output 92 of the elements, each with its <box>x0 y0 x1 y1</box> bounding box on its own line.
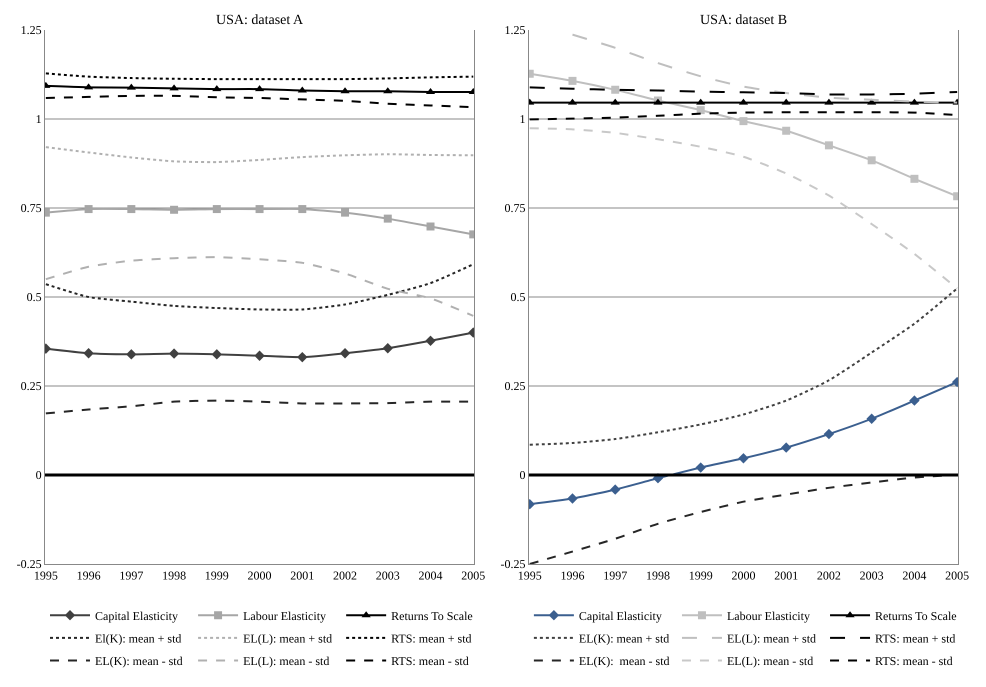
line-series <box>571 34 958 104</box>
legend-label: Capital Elasticity <box>578 608 662 623</box>
x-tick-label: 2002 <box>333 568 358 582</box>
point <box>824 141 833 150</box>
x-tick-label: 2005 <box>945 568 970 582</box>
point <box>610 484 620 495</box>
point <box>696 462 706 473</box>
legend-label: RTS: mean + std <box>875 632 956 646</box>
x-tick-label: 2000 <box>248 568 272 582</box>
point <box>126 349 137 360</box>
x-tick-label: 2000 <box>731 568 756 582</box>
point <box>341 208 350 217</box>
point <box>170 206 178 214</box>
x-tick-label: 2001 <box>774 568 798 582</box>
point <box>382 343 393 354</box>
x-tick-label: 2003 <box>860 568 884 582</box>
legend-label: EL(K): mean - std <box>95 654 183 668</box>
legend-label: Labour Elasticity <box>243 608 326 623</box>
y-tick-label: 0.25 <box>20 379 42 394</box>
legend-label: EL(K): mean - std <box>578 654 670 668</box>
y-tick-label: 0 <box>519 468 526 482</box>
x-tick-label: 1998 <box>162 568 186 582</box>
x-tick-label: 1998 <box>646 568 670 582</box>
y-tick-label: 0.75 <box>20 201 42 216</box>
y-tick-label: 1.25 <box>504 23 526 38</box>
line-series <box>45 263 474 311</box>
x-tick-label: 1999 <box>688 568 713 582</box>
point <box>425 336 436 346</box>
point <box>212 349 222 360</box>
point <box>84 205 93 214</box>
point <box>83 348 94 358</box>
legend-label: EL(L): mean - std <box>726 654 814 668</box>
point <box>256 205 264 214</box>
legend-label: Capital Elasticity <box>95 608 178 623</box>
point <box>696 106 705 114</box>
chart-title: USA: dataset B <box>700 13 788 28</box>
x-tick-label: 2003 <box>376 568 400 582</box>
legend-label: EL(L): mean + std <box>726 632 816 646</box>
point <box>212 205 221 214</box>
point <box>739 117 748 126</box>
point <box>254 350 265 361</box>
point <box>384 214 392 223</box>
point <box>127 205 136 214</box>
legend-label: EL(L): mean - std <box>243 654 330 668</box>
y-tick-label: 0.5 <box>510 290 526 304</box>
point <box>168 348 180 359</box>
line-series <box>45 146 474 164</box>
y-tick-label: 1 <box>519 112 526 126</box>
legend-label: EL(L): mean + std <box>243 632 332 646</box>
point <box>340 348 350 358</box>
y-tick-label: 0.5 <box>26 290 42 304</box>
x-tick-label: 1997 <box>603 568 628 582</box>
legend-label: RTS: mean - std <box>875 654 953 668</box>
chart-title: USA: dataset A <box>216 13 304 28</box>
legend-label: EL(K): mean + std <box>578 632 670 646</box>
legend-label: Returns To Scale <box>875 608 957 623</box>
line-series <box>45 256 474 317</box>
legend-label: El(K): mean + std <box>95 632 182 646</box>
point <box>782 126 790 135</box>
x-tick-label: 1997 <box>119 568 144 582</box>
point <box>611 86 620 94</box>
point <box>297 352 308 362</box>
point <box>780 442 792 453</box>
x-tick-label: 1996 <box>76 568 101 582</box>
y-tick-label: 0.25 <box>504 379 526 394</box>
point <box>298 205 306 214</box>
x-tick-label: 2004 <box>418 568 443 582</box>
legend-label: Returns To Scale <box>391 608 473 623</box>
y-tick-label: 0.75 <box>504 201 526 216</box>
x-tick-label: 2004 <box>902 568 926 582</box>
y-tick-label: 1.25 <box>20 23 42 38</box>
x-tick-label: 1999 <box>204 568 229 582</box>
x-tick-label: 2001 <box>290 568 314 582</box>
point <box>868 156 876 164</box>
point <box>738 453 749 464</box>
y-tick-label: 0 <box>36 468 42 482</box>
legend-label: Labour Elasticity <box>726 608 810 623</box>
x-tick-label: 2002 <box>816 568 841 582</box>
point <box>568 76 576 85</box>
legend-label: RTS: mean - std <box>391 654 469 668</box>
point <box>567 493 578 504</box>
x-tick-label: 1996 <box>560 568 584 582</box>
y-tick-label: 1 <box>36 112 42 126</box>
point <box>426 222 435 231</box>
point <box>866 414 877 424</box>
point <box>909 395 920 406</box>
line-series <box>528 287 958 446</box>
legend-label: RTS: mean + std <box>391 632 472 646</box>
point <box>910 174 918 183</box>
x-tick-label: 2005 <box>461 568 486 582</box>
point <box>824 428 834 440</box>
line-series <box>528 127 958 290</box>
